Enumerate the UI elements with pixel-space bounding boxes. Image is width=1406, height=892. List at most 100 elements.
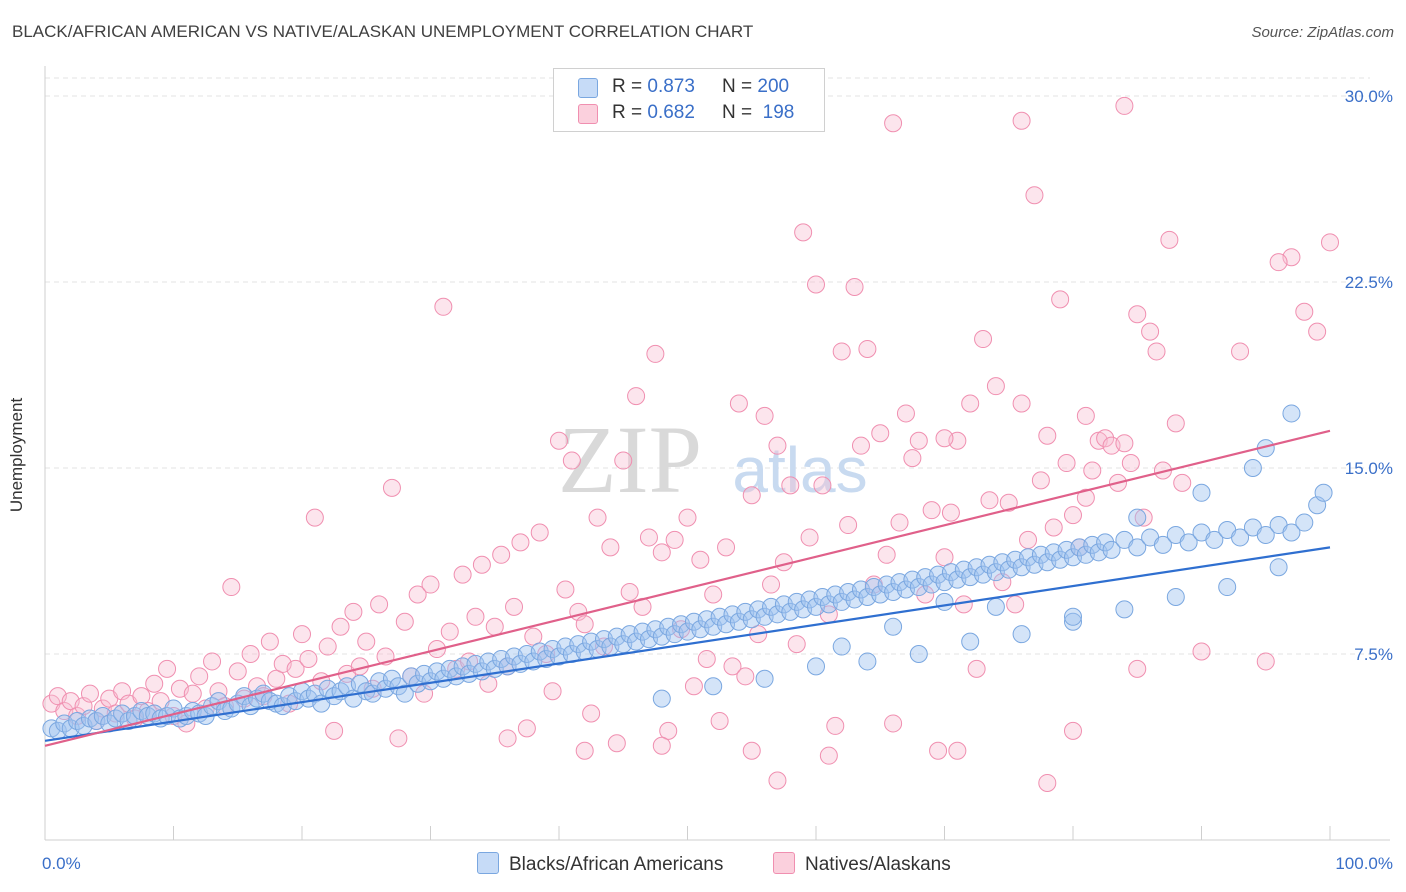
scatter-point-pink [293,625,311,644]
axes [44,66,1390,841]
scatter-point-blue [1179,533,1198,552]
scatter-point-pink [967,659,986,678]
legend-n-pink: N = 198 [722,102,795,123]
source-label: Source: ZipAtlas.com [1251,24,1394,41]
legend-r-pink: R = 0.682 [612,102,695,123]
scatter-point-blue [1282,404,1301,423]
scatter-point-pink [1173,473,1192,492]
scatter-point-pink [1031,471,1050,490]
scatter-point-pink [556,580,575,599]
scatter-point-pink [929,741,948,760]
watermark: ZIP atlas [558,406,868,513]
scatter-point-pink [1308,322,1327,341]
scatter-point-pink [1044,518,1063,537]
scatter-point-pink [132,687,151,706]
scatter-point-blue [1064,607,1082,626]
scatter-point-pink [305,508,324,527]
scatter-point-blue [704,677,723,696]
scatter-point-pink [408,585,427,604]
scatter-point-pink [1012,111,1031,130]
y-tick-label: 22.5% [1345,273,1393,292]
scatter-point-pink [877,545,896,564]
legend-r-blue: R = 0.873 [612,76,695,97]
scatter-point-pink [158,659,177,678]
scatter-point-pink [871,424,890,443]
scatter-point-pink [980,491,999,510]
scatter-point-blue [1295,513,1314,532]
scatter-point-pink [80,684,99,703]
scatter-point-pink [228,662,247,681]
scatter-point-blue [1256,525,1275,544]
bottom-legend-swatch-pink [773,852,795,874]
scatter-point-pink [421,575,440,594]
trend-line-pink [44,429,1331,747]
scatter-point-blue [1012,625,1031,644]
scatter-point-pink [601,538,620,557]
scatter-point-blue [986,597,1005,616]
scatter-point-pink [267,669,286,688]
bottom-legend-pink: Natives/Alaskans [773,852,951,876]
scatter-point-pink [1076,488,1095,507]
scatter-point-pink [717,538,736,557]
scatter-point-blue [1096,533,1115,552]
scatter-point-pink [145,674,164,693]
grid-lines [45,77,1370,655]
scatter-point-pink [1121,454,1140,473]
scatter-point-blue [1231,528,1250,547]
scatter-point-pink [472,555,491,574]
scatter-point-pink [884,114,903,133]
scatter-point-blue [909,645,928,663]
y-axis-label: Unemployment [7,397,26,513]
scatter-point-pink [1057,454,1076,473]
scatter-point-pink [260,632,279,651]
scatter-point-pink [742,486,761,505]
scatter-point-pink [389,729,408,748]
scatter-point-pink [896,404,915,423]
scatter-point-blue [1205,530,1224,549]
scatter-point-blue [755,669,774,688]
scatter-point-pink [974,330,993,349]
watermark-atlas: atlas [732,434,867,506]
scatter-point-pink [832,342,851,361]
trend-line-blue [44,546,1331,742]
scatter-point-pink [697,649,716,668]
scatter-point-pink [1160,230,1179,249]
scatter-point-blue [1115,600,1134,619]
scatter-point-pink [961,394,980,413]
scatter-point-pink [781,476,800,495]
scatter-point-blue [858,652,877,671]
y-tick-label: 7.5% [1354,645,1393,664]
scatter-point-pink [183,684,202,703]
scatter-point-pink [678,508,697,527]
scatter-point-blue [1192,483,1211,502]
scatter-point-pink [575,741,594,760]
scatter-point-pink [659,721,678,740]
scatter-point-pink [652,543,671,562]
x-tick-label-start: 0.0% [42,854,81,873]
scatter-point-pink [813,476,832,495]
scatter-point-pink [434,297,453,316]
scatter-point-pink [1192,642,1211,661]
scatter-point-blue [832,637,851,656]
scatter-point-pink [736,667,755,686]
scatter-point-pink [627,387,646,406]
scatter-point-blue [1218,578,1237,597]
scatter-point-pink [1115,96,1134,115]
scatter-point-pink [203,652,222,671]
scatter-point-pink [826,716,845,735]
scatter-point-pink [620,583,639,601]
scatter-point-pink [1134,508,1153,527]
scatter-point-pink [922,501,941,520]
chart-title: BLACK/AFRICAN AMERICAN VS NATIVE/ALASKAN… [12,22,754,41]
scatter-point-blue [1314,483,1333,502]
scatter-point-blue [350,674,369,693]
scatter-point-pink [1083,461,1102,480]
scatter-point-pink [762,575,781,594]
legend-n-blue: N = 200 [722,76,790,97]
scatter-point-pink [1256,652,1275,671]
scatter-point-pink [607,734,626,753]
scatter-point-pink [948,741,967,760]
trend-lines [44,429,1331,747]
bottom-legend-swatch-blue [477,852,499,874]
